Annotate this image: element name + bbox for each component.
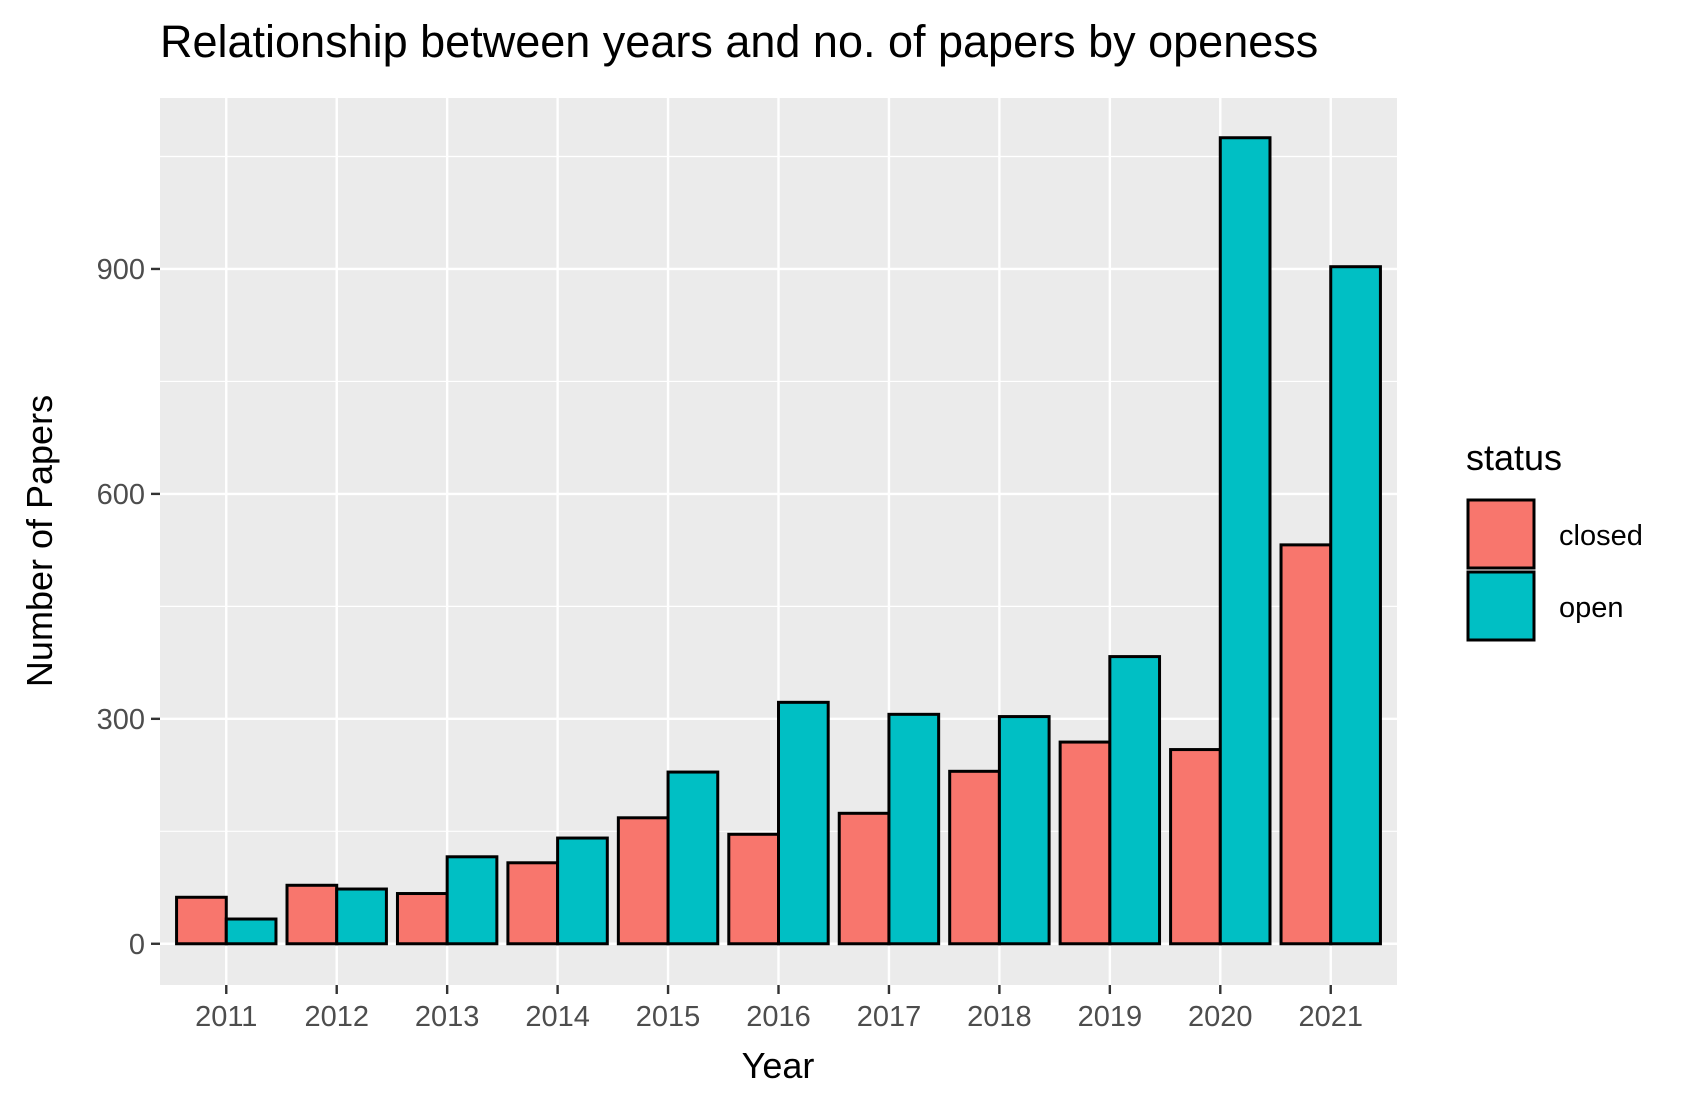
bar-closed-2011 [175,895,228,946]
bar-open-2014 [556,836,609,946]
x-tick-label: 2019 [1078,1001,1143,1033]
y-axis: 0 300 600 900 [97,254,160,961]
bar-closed-2012 [285,883,339,946]
legend: status closed open [1466,437,1643,642]
x-tick-label: 2015 [636,1001,701,1033]
y-tick-label: 900 [97,254,145,286]
bar-closed-2015 [616,816,670,946]
x-tick-label: 2017 [857,1001,922,1033]
x-tick-label: 2013 [415,1001,480,1033]
bar-closed-2014 [506,861,560,946]
bar-open-2016 [777,700,830,946]
bar-open-2019 [1108,655,1162,946]
bars [175,136,1382,946]
x-tick-label: 2014 [525,1001,590,1033]
x-tick-label: 2021 [1298,1001,1363,1033]
bar-open-2012 [335,887,388,946]
bar-closed-2017 [837,811,891,946]
legend-label-open: open [1559,592,1624,624]
y-tick-label: 300 [97,704,145,736]
bar-closed-2013 [395,892,449,946]
bar-open-2017 [887,712,941,946]
chart-title: Relationship between years and no. of pa… [160,16,1319,67]
bar-closed-2021 [1279,543,1333,946]
x-axis-title: Year [742,1045,815,1086]
legend-title: status [1466,437,1562,478]
bar-open-2018 [997,715,1051,946]
bar-closed-2019 [1058,740,1112,946]
x-tick-label: 2018 [967,1001,1032,1033]
bar-open-2020 [1218,136,1272,946]
y-tick-label: 600 [97,479,145,511]
bar-closed-2020 [1169,748,1222,946]
bar-open-2021 [1329,265,1382,946]
bar-closed-2016 [727,832,781,946]
x-tick-label: 2012 [304,1001,369,1033]
y-tick-label: 0 [129,929,145,961]
x-tick-label: 2016 [746,1001,811,1033]
x-axis: 2011 2012 2013 2014 2015 2016 2017 2018 2019 2020… [195,985,1363,1033]
legend-key-closed [1466,498,1536,570]
x-tick-label: 2011 [195,1001,257,1033]
y-axis-title: Number of Papers [19,395,60,687]
bar-open-2011 [224,917,278,946]
bar-open-2015 [666,770,720,946]
legend-key-open [1466,570,1536,642]
legend-label-closed: closed [1559,520,1643,552]
bar-closed-2018 [948,769,1001,946]
x-tick-label: 2020 [1188,1001,1253,1033]
bar-open-2013 [445,855,499,946]
